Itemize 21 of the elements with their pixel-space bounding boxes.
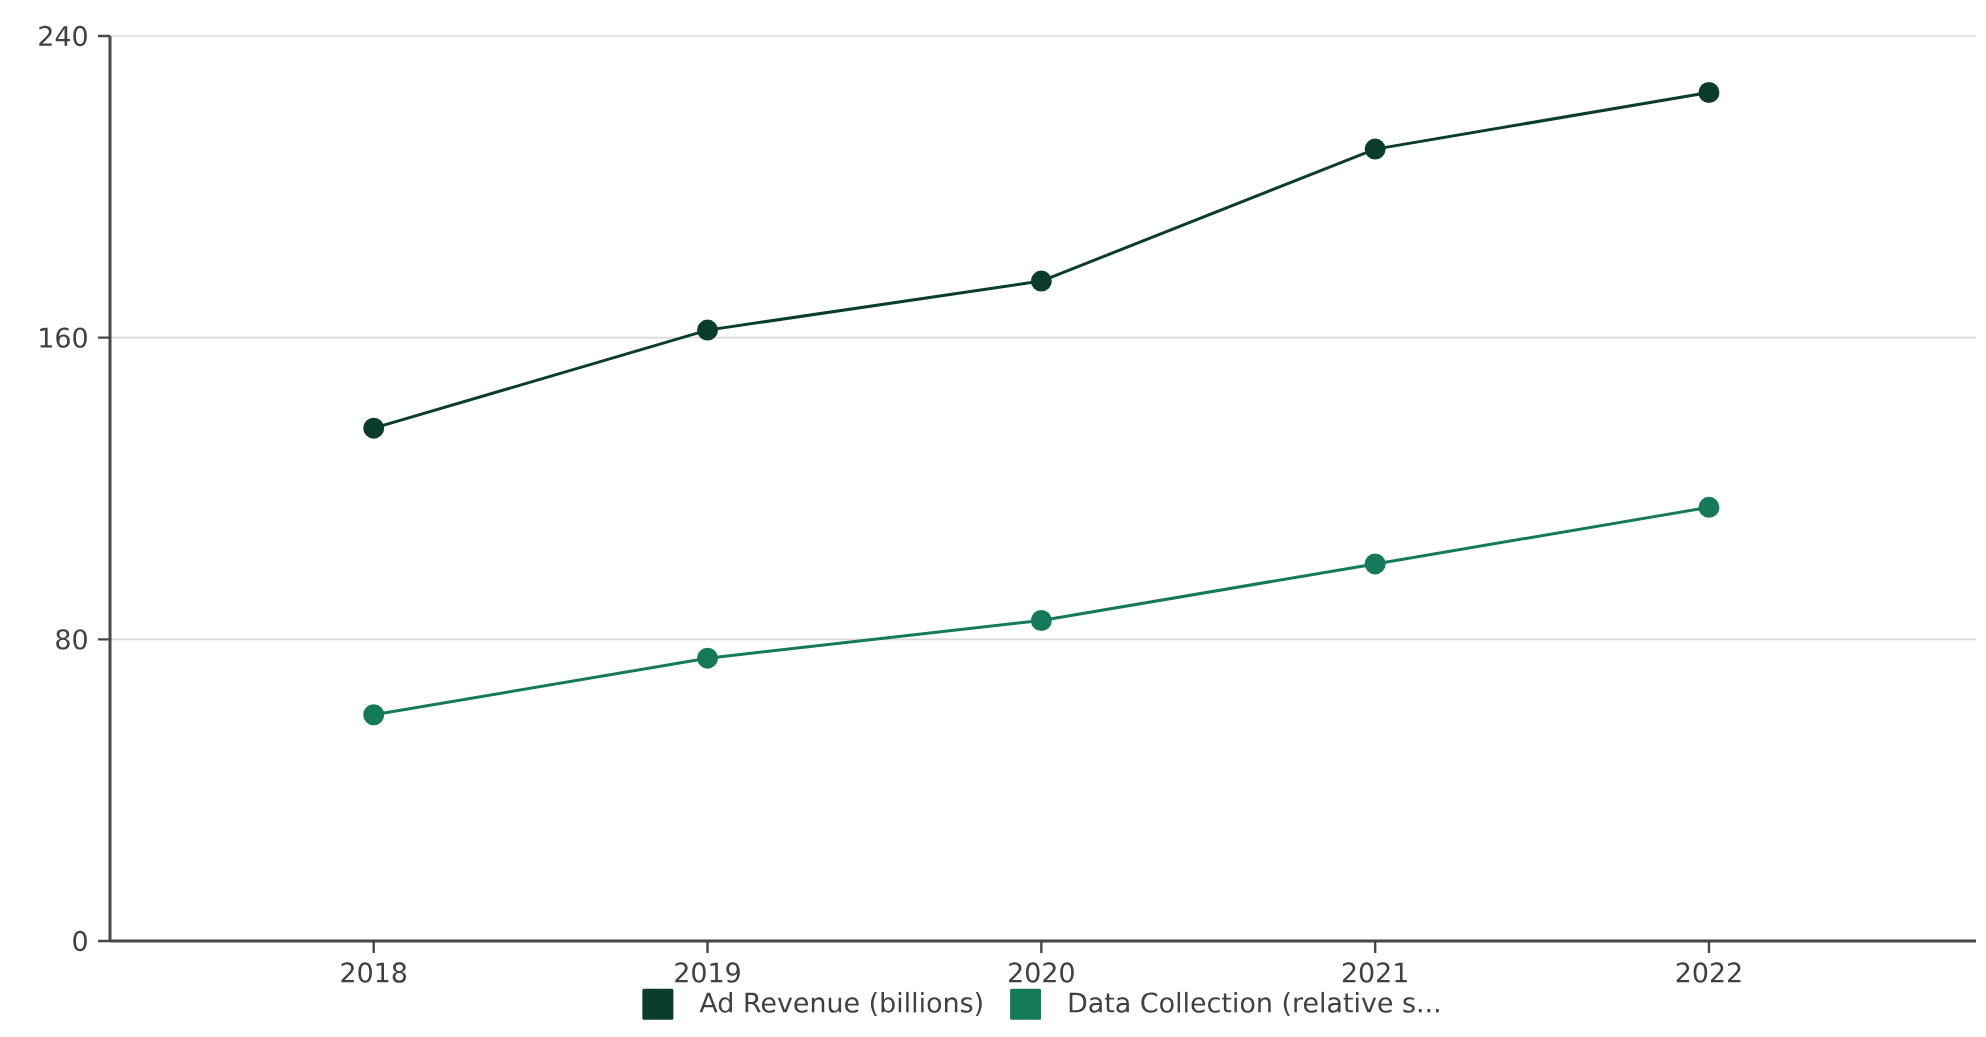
point (1698, 496, 1720, 518)
x-tick-label: 2021 (1342, 962, 1407, 983)
y-tick-label: 240 (39, 25, 87, 47)
point (1698, 82, 1720, 104)
point (697, 647, 719, 669)
legend-label: Data Collection (relative s... (1069, 991, 1439, 1016)
point (363, 704, 385, 726)
point (1030, 609, 1052, 631)
x-tick-label: 2019 (675, 962, 740, 983)
point (1030, 270, 1052, 292)
legend-label: Ad Revenue (billions) (699, 991, 982, 1016)
x-tick-label: 2018 (341, 962, 407, 983)
y-tick-label: 80 (56, 629, 87, 650)
point (363, 417, 385, 439)
y-tick-label: 160 (40, 327, 87, 348)
x-tick-label: 2022 (1676, 962, 1741, 983)
x-tick-label: 2020 (1009, 962, 1074, 983)
y-tick-label: 0 (73, 930, 87, 952)
point (1364, 553, 1386, 575)
point (697, 319, 719, 341)
point (1364, 138, 1386, 160)
